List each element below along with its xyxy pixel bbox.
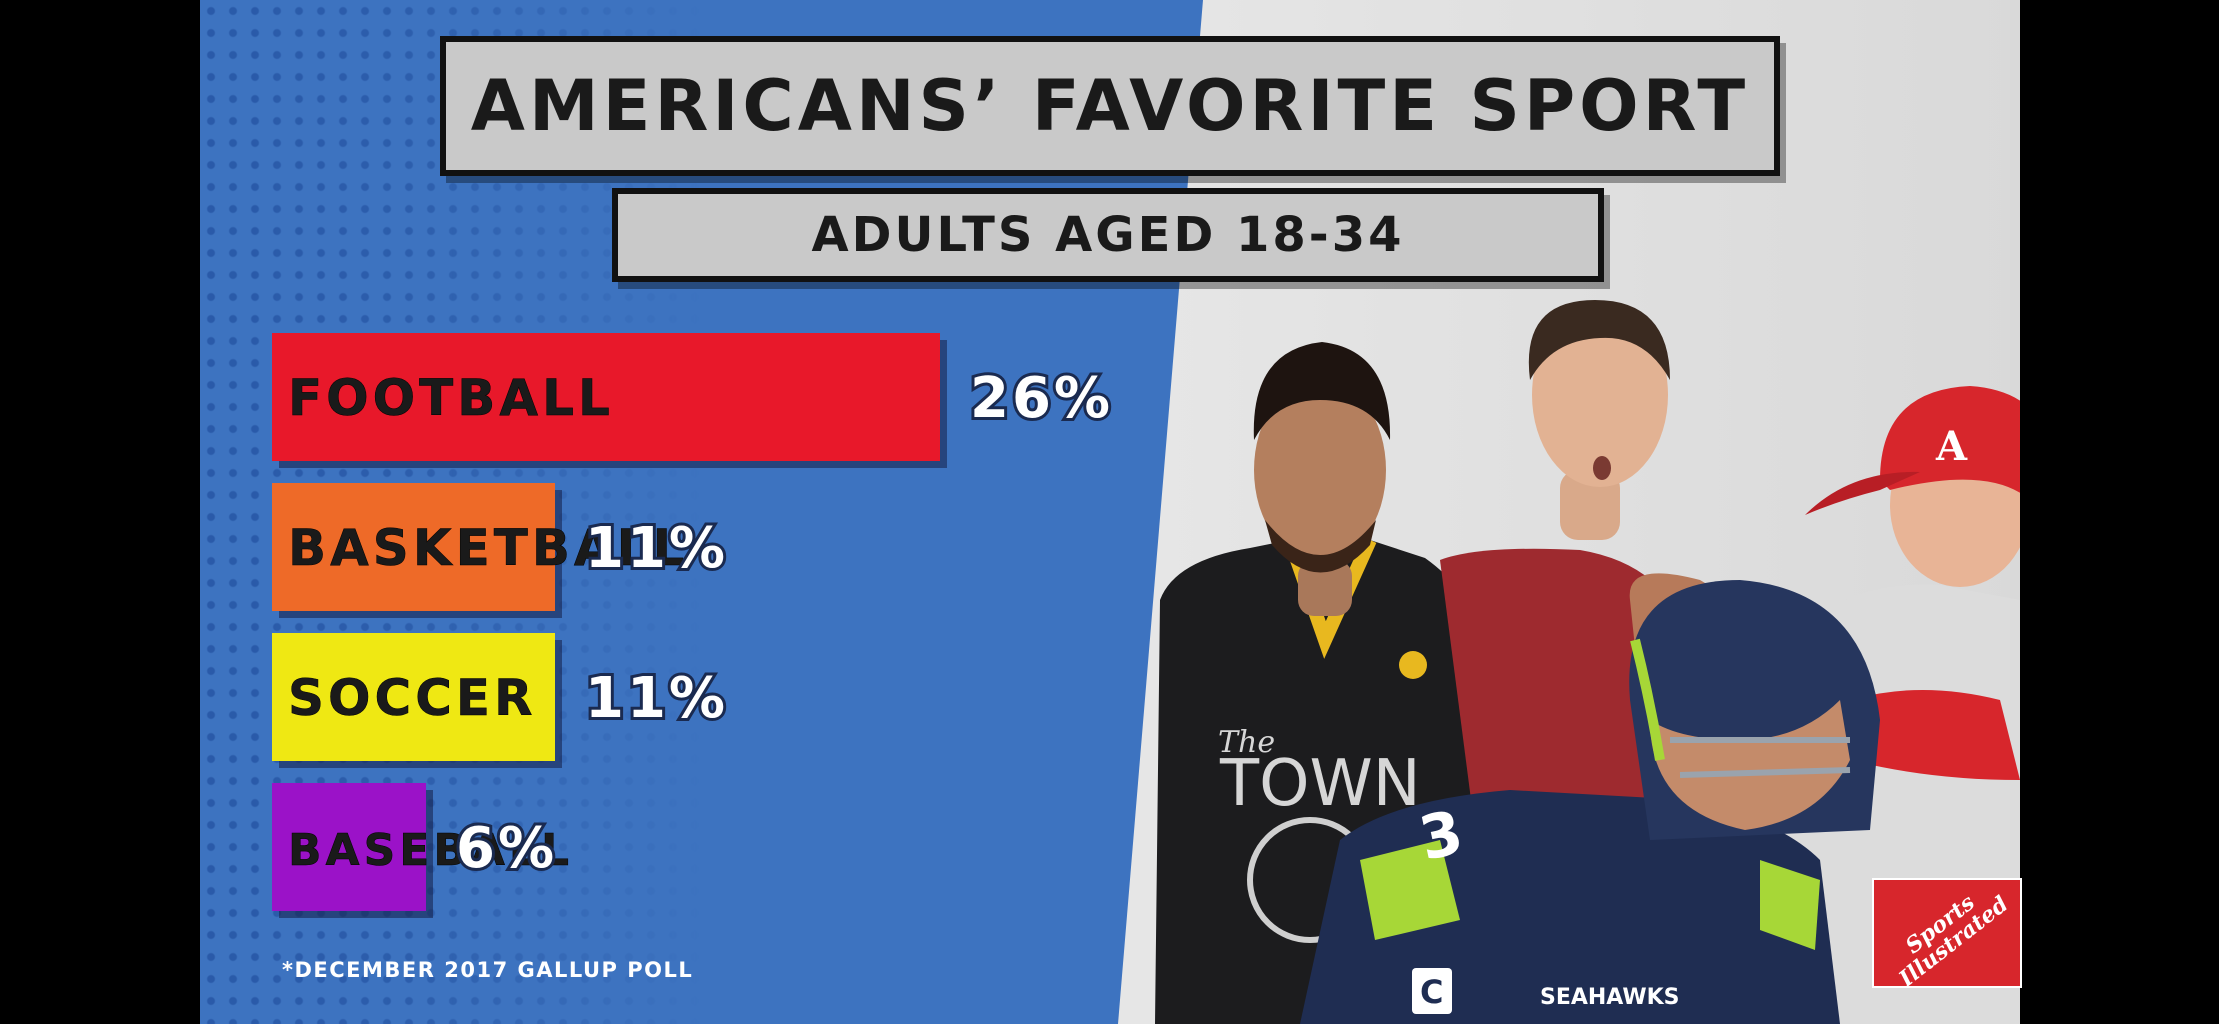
bar-baseball (272, 783, 426, 911)
bar-group-football: FOOTBALL 26% (272, 333, 1113, 468)
chart-subtitle-box: ADULTS AGED 18-34 (612, 188, 1604, 282)
captain-patch-text: C (1420, 973, 1443, 1011)
helmet-logo-text: A (1935, 423, 1968, 470)
bar-football (272, 333, 940, 461)
jersey-script-text: The (1218, 725, 1275, 760)
footnote: *DECEMBER 2017 GALLUP POLL (282, 958, 694, 982)
athletes-illustration: The TOWN A SEAHAWKS C (1155, 300, 2020, 1024)
chart-subtitle: ADULTS AGED 18-34 (811, 207, 1405, 263)
infographic-frame: AMERICANS’ FAVORITE SPORT ADULTS AGED 18… (200, 0, 2020, 1024)
team-wordmark-text: SEAHAWKS (1540, 985, 1680, 1010)
value-label-basketball: 11% (585, 516, 728, 581)
chart-title-box: AMERICANS’ FAVORITE SPORT (440, 36, 1780, 176)
jersey-wordmark-text: TOWN (1219, 747, 1421, 821)
bar-label-football: FOOTBALL (288, 369, 614, 427)
bar-label-basketball: BASKETBALL (288, 519, 688, 577)
bar-soccer (272, 633, 555, 761)
football-player-icon: SEAHAWKS C 3 (1300, 573, 1880, 1024)
bar-label-soccer: SOCCER (288, 669, 537, 727)
bar-basketball (272, 483, 555, 611)
sports-illustrated-logo: Sports Illustrated (1872, 878, 2022, 988)
value-label-soccer: 11% (585, 666, 728, 731)
value-label-baseball: 6% (456, 816, 557, 881)
value-label-football: 26% (970, 366, 1113, 431)
bar-label-baseball: BASEBALL (288, 825, 573, 876)
logo-wordmark: Sports Illustrated (1882, 880, 2013, 986)
bar-group-soccer: SOCCER 11% (272, 633, 728, 768)
chart-title: AMERICANS’ FAVORITE SPORT (470, 65, 1750, 147)
